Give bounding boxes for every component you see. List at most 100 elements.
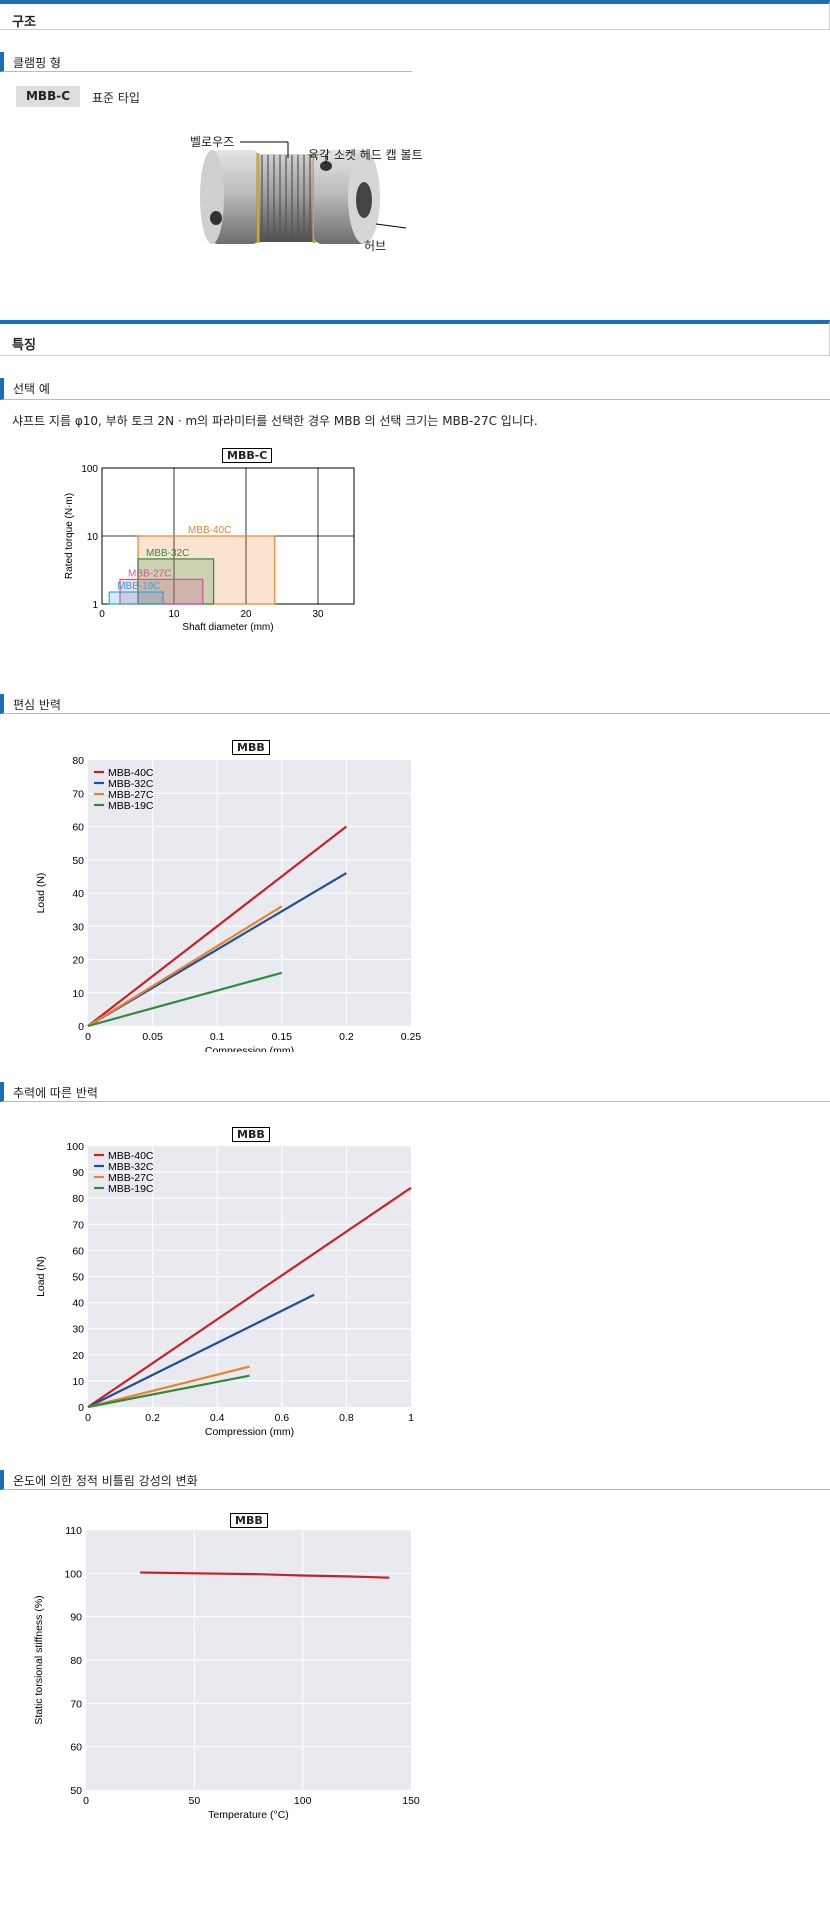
y-tick-label-3: 110 <box>65 1525 82 1537</box>
y-tick-label-1: 40 <box>72 888 84 900</box>
y-tick-label-3: 90 <box>70 1612 82 1624</box>
series-line-1 <box>87 905 283 1027</box>
y-axis-label-2: Load (N) <box>35 1256 47 1297</box>
y-tick-label-3: 100 <box>64 1568 82 1580</box>
x-tick-label-1: 0.2 <box>339 1031 354 1043</box>
chart1-x-tick-label: 10 <box>168 609 180 620</box>
bellows-ridges <box>261 155 311 241</box>
chart1-y-tick-label: 1 <box>92 600 98 611</box>
x-axis-label-1: Compression (mm) <box>205 1045 294 1052</box>
chart1-x-axis-label: Shaft diameter (mm) <box>182 622 273 633</box>
model-description: 표준 타입 <box>92 91 140 105</box>
legend-label-2: MBB-19C <box>108 1183 154 1195</box>
y-tick-label-1: 50 <box>72 855 84 867</box>
chart3-title: MBB <box>232 1127 270 1142</box>
x-tick-label-2: 0.4 <box>210 1412 225 1424</box>
chart1-svg: MBB-40C MBB-32C MBB-27C MBB-19C 0 10 20 30 1 10 10… <box>64 464 355 633</box>
x-tick-label-1: 0.15 <box>272 1031 293 1043</box>
legend-label-1: MBB-40C <box>108 767 154 779</box>
y-tick-label-1: 10 <box>72 988 84 1000</box>
selection-example-text: 샤프트 지름 φ10, 부하 토크 2N · m의 파라미터를 선택한 경우 M… <box>12 414 538 428</box>
series-line-2 <box>87 1365 250 1409</box>
x-tick-label-2: 0.6 <box>274 1412 289 1424</box>
legend-label-1: MBB-32C <box>108 778 154 790</box>
legend-label-1: MBB-27C <box>108 789 154 801</box>
y-tick-label-1: 60 <box>72 822 84 834</box>
chart3-svg: 0 0.2 0.4 0.6 0.8 10102030405060708090100MBB-… <box>35 1141 414 1438</box>
y-tick-label-2: 90 <box>72 1167 84 1179</box>
features-section-header: 특징 <box>0 320 830 356</box>
series-line-1 <box>87 825 348 1027</box>
bellows-label: 벨로우즈 <box>190 135 235 149</box>
x-tick-label-3: 100 <box>294 1795 312 1807</box>
y-tick-label-2: 10 <box>72 1376 84 1388</box>
y-tick-label-1: 20 <box>72 955 84 967</box>
y-tick-label-1: 80 <box>72 755 84 767</box>
hub-label: 허브 <box>364 239 387 253</box>
x-axis-label-3: Temperature (°C) <box>208 1809 289 1821</box>
eccentric-subsection-title: 편심 반력 <box>13 698 61 712</box>
chart1-region-bar <box>137 558 215 605</box>
chart1-region-label: MBB-27C <box>128 568 171 579</box>
clamping-subsection-header: 클램핑 형 <box>0 52 412 72</box>
y-tick-label-2: 60 <box>72 1245 84 1257</box>
chart1-region-bar <box>108 591 164 605</box>
chart2-svg: 0 0.05 0.1 0.15 0.2 0.25 0 10 20 30 40 50 60 70 80 MBB-… <box>35 755 422 1052</box>
chart1-x-tick-label: 30 <box>312 609 324 620</box>
chart1-x-tick-label: 20 <box>240 609 252 620</box>
legend-label-1: MBB-19C <box>108 800 154 812</box>
x-tick-label-1: 0.05 <box>142 1031 163 1043</box>
y-tick-label-2: 70 <box>72 1219 84 1231</box>
series-line-1 <box>87 971 283 1028</box>
chart1-y-tick-label: 10 <box>87 532 99 543</box>
legend-label-2: MBB-40C <box>108 1150 154 1162</box>
y-tick-label-2: 40 <box>72 1298 84 1310</box>
coupling-image <box>200 141 407 244</box>
chart1-region-label: MBB-40C <box>188 525 231 536</box>
y-tick-label-3: 70 <box>70 1698 82 1710</box>
left-screw-hole <box>210 211 222 225</box>
y-tick-label-3: 80 <box>70 1655 82 1667</box>
x-tick-label-1: 0.25 <box>401 1031 422 1043</box>
hub-callout-line <box>375 223 407 229</box>
chart1-region-label: MBB-19C <box>117 581 160 592</box>
x-tick-label-3: 50 <box>188 1795 200 1807</box>
x-axis-label-2: Compression (mm) <box>205 1426 294 1438</box>
bolt-label: 육각 소켓 헤드 캡 볼트 <box>308 148 423 162</box>
axial-subsection-title: 추력에 따른 반력 <box>13 1086 98 1100</box>
x-tick-label-1: 0.1 <box>210 1031 225 1043</box>
cap-bolt-head <box>320 161 332 171</box>
series-line-2 <box>87 1186 412 1408</box>
y-axis-label-1: Load (N) <box>35 873 47 914</box>
structure-section-title: 구조 <box>12 15 36 30</box>
y-tick-label-1: 0 <box>78 1021 84 1033</box>
y-tick-label-2: 100 <box>66 1141 84 1153</box>
y-tick-label-1: 70 <box>72 788 84 800</box>
chart1-y-axis-label: Rated torque (N·m) <box>64 493 75 579</box>
clamping-subsection-title: 클램핑 형 <box>13 56 61 70</box>
left-hub <box>210 150 260 244</box>
features-section-title: 특징 <box>12 338 36 353</box>
chart4-title: MBB <box>230 1513 268 1528</box>
chart2-title: MBB <box>232 740 270 755</box>
y-tick-label-3: 50 <box>70 1785 82 1797</box>
left-hub-face <box>200 150 224 244</box>
legend-label-2: MBB-32C <box>108 1161 154 1173</box>
selection-subsection-title: 선택 예 <box>13 382 50 396</box>
x-tick-label-2: 0.2 <box>145 1412 160 1424</box>
y-tick-label-2: 20 <box>72 1350 84 1362</box>
legend-label-2: MBB-27C <box>108 1172 154 1184</box>
eccentric-subsection-header: 편심 반력 <box>0 694 830 714</box>
y-axis-label-3: Static torsional stiffness (%) <box>33 1595 45 1724</box>
model-badge: MBB-C <box>16 86 80 107</box>
x-tick-label-1: 0 <box>85 1031 91 1043</box>
y-tick-label-2: 0 <box>78 1402 84 1414</box>
temperature-subsection-title: 온도에 의한 정적 비틀림 강성의 변화 <box>13 1474 198 1488</box>
selection-subsection-header: 선택 예 <box>0 378 830 400</box>
structure-section-header: 구조 <box>0 0 830 30</box>
temperature-subsection-header: 온도에 의한 정적 비틀림 강성의 변화 <box>0 1470 830 1490</box>
y-tick-label-2: 50 <box>72 1272 84 1284</box>
chart1-title: MBB-C <box>222 448 273 463</box>
x-tick-label-2: 0 <box>85 1412 91 1424</box>
y-tick-label-2: 30 <box>72 1324 84 1336</box>
